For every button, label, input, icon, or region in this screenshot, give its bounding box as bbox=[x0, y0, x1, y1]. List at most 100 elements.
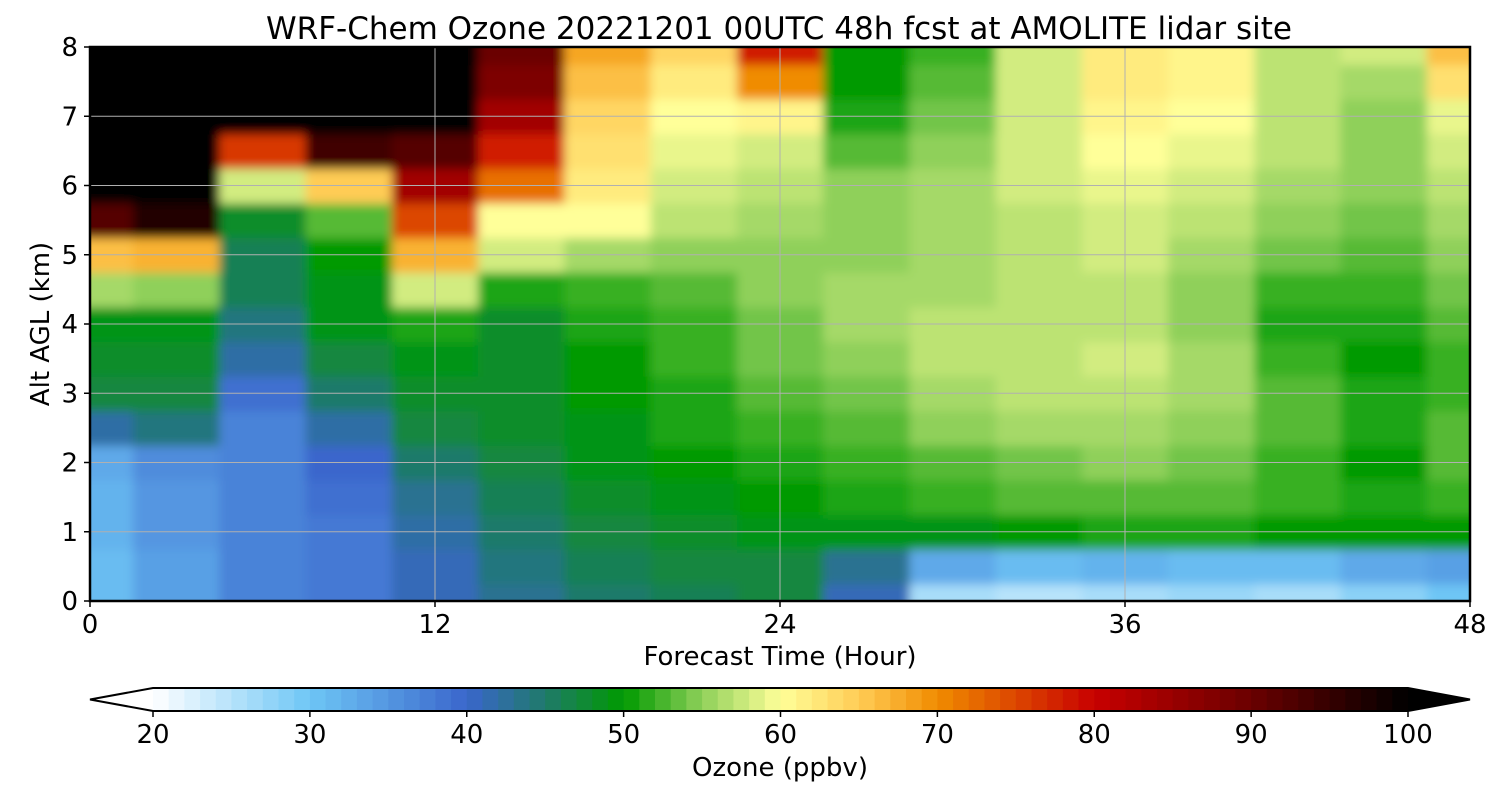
colorbar-bin bbox=[466, 688, 484, 711]
colorbar-bin bbox=[419, 688, 436, 711]
ozone-cell bbox=[219, 272, 307, 308]
colorbar-bin bbox=[968, 688, 986, 711]
ozone-cell bbox=[650, 64, 738, 100]
ozone-cell bbox=[478, 272, 566, 308]
colorbar-bin bbox=[247, 688, 264, 711]
colorbar-bin bbox=[294, 688, 311, 711]
colorbar-bin bbox=[906, 688, 923, 711]
ozone-cell bbox=[133, 410, 221, 446]
colorbar-bin bbox=[827, 688, 844, 711]
ozone-cell bbox=[1168, 479, 1256, 516]
ozone-cell bbox=[1340, 479, 1428, 516]
y-tick-label: 4 bbox=[61, 310, 78, 340]
colorbar-bin bbox=[498, 688, 515, 711]
ozone-cell bbox=[90, 410, 134, 446]
ozone-cell bbox=[823, 479, 911, 516]
colorbar-bin bbox=[309, 688, 327, 711]
ozone-cell bbox=[133, 133, 221, 169]
ozone-cell bbox=[219, 479, 307, 516]
colorbar-bin bbox=[1392, 688, 1409, 711]
ozone-cell bbox=[1254, 549, 1342, 585]
ozone-cell bbox=[305, 47, 393, 66]
ozone-cell bbox=[1168, 549, 1256, 585]
ozone-cell bbox=[1340, 583, 1428, 601]
colorbar-bin bbox=[1000, 688, 1017, 711]
colorbar-tick-label: 20 bbox=[136, 720, 169, 750]
colorbar-bin bbox=[482, 688, 499, 711]
ozone-cell bbox=[995, 64, 1083, 100]
ozone-cell bbox=[823, 583, 911, 601]
colorbar-bin bbox=[1031, 688, 1048, 711]
ozone-cell bbox=[1254, 341, 1342, 377]
colorbar-bin bbox=[231, 688, 248, 711]
colorbar-bin bbox=[874, 688, 891, 711]
ozone-cell bbox=[133, 202, 221, 239]
ozone-cell bbox=[909, 64, 997, 100]
colorbar-bin bbox=[356, 688, 374, 711]
colorbar-ticks: 20 30 40 50 60 70 80 90 100 bbox=[136, 711, 1433, 750]
ozone-cell bbox=[90, 202, 134, 239]
colorbar-bin bbox=[153, 688, 170, 711]
ozone-cell bbox=[995, 479, 1083, 516]
ozone-cell bbox=[1426, 549, 1470, 585]
ozone-cell bbox=[478, 341, 566, 377]
ozone-cell bbox=[133, 549, 221, 585]
y-axis-label: Alt AGL (km) bbox=[26, 242, 56, 406]
ozone-cell bbox=[995, 272, 1083, 308]
ozone-cell bbox=[478, 64, 566, 100]
ozone-cell bbox=[305, 410, 393, 446]
ozone-cell bbox=[650, 479, 738, 516]
ozone-cell bbox=[1168, 272, 1256, 308]
colorbar-bin bbox=[1141, 688, 1158, 711]
x-tick-label: 48 bbox=[1453, 610, 1486, 640]
ozone-cell bbox=[909, 549, 997, 585]
ozone-cell bbox=[1340, 133, 1428, 169]
ozone-cell bbox=[133, 64, 221, 100]
colorbar-bin bbox=[1188, 688, 1205, 711]
ozone-cell bbox=[650, 410, 738, 446]
colorbar-bin bbox=[984, 688, 1001, 711]
colorbar-bin bbox=[1094, 688, 1111, 711]
ozone-cell bbox=[219, 133, 307, 169]
ozone-cell bbox=[564, 133, 652, 169]
colorbar-bin bbox=[702, 688, 719, 711]
ozone-cell bbox=[305, 583, 393, 601]
ozone-cell bbox=[823, 64, 911, 100]
colorbar-tick-label: 30 bbox=[293, 720, 326, 750]
colorbar-bin bbox=[953, 688, 970, 711]
colorbar-bin bbox=[1282, 688, 1299, 711]
x-tick-label: 0 bbox=[82, 610, 99, 640]
ozone-cell bbox=[1254, 272, 1342, 308]
ozone-cell bbox=[305, 272, 393, 308]
ozone-cell bbox=[1426, 272, 1470, 308]
colorbar-bin bbox=[686, 688, 703, 711]
colorbar-bin bbox=[843, 688, 860, 711]
colorbar-bin bbox=[168, 688, 185, 711]
ozone-cell bbox=[305, 479, 393, 516]
colorbar-bin bbox=[1360, 688, 1378, 711]
ozone-cell bbox=[133, 583, 221, 601]
ozone-cell bbox=[650, 341, 738, 377]
ozone-cell bbox=[1340, 341, 1428, 377]
colorbar-bin bbox=[655, 688, 672, 711]
ozone-cell bbox=[650, 202, 738, 239]
colorbar-bin bbox=[341, 688, 358, 711]
ozone-cell bbox=[90, 341, 134, 377]
ozone-cell bbox=[133, 47, 221, 66]
colorbar-bin bbox=[1125, 688, 1142, 711]
colorbar-bin bbox=[262, 688, 280, 711]
colorbar-bin bbox=[184, 688, 201, 711]
y-tick-label: 6 bbox=[61, 172, 78, 202]
y-tick-label: 3 bbox=[61, 379, 78, 409]
ozone-cell bbox=[1340, 410, 1428, 446]
colorbar-extend-high bbox=[1408, 688, 1470, 711]
ozone-cell bbox=[478, 47, 566, 66]
ozone-cell bbox=[1254, 47, 1342, 66]
ozone-cell bbox=[995, 47, 1083, 66]
y-tick-label: 5 bbox=[61, 241, 78, 271]
chart-title: WRF-Chem Ozone 20221201 00UTC 48h fcst a… bbox=[266, 11, 1292, 47]
colorbar-bin bbox=[560, 688, 578, 711]
ozone-cell bbox=[650, 47, 738, 66]
